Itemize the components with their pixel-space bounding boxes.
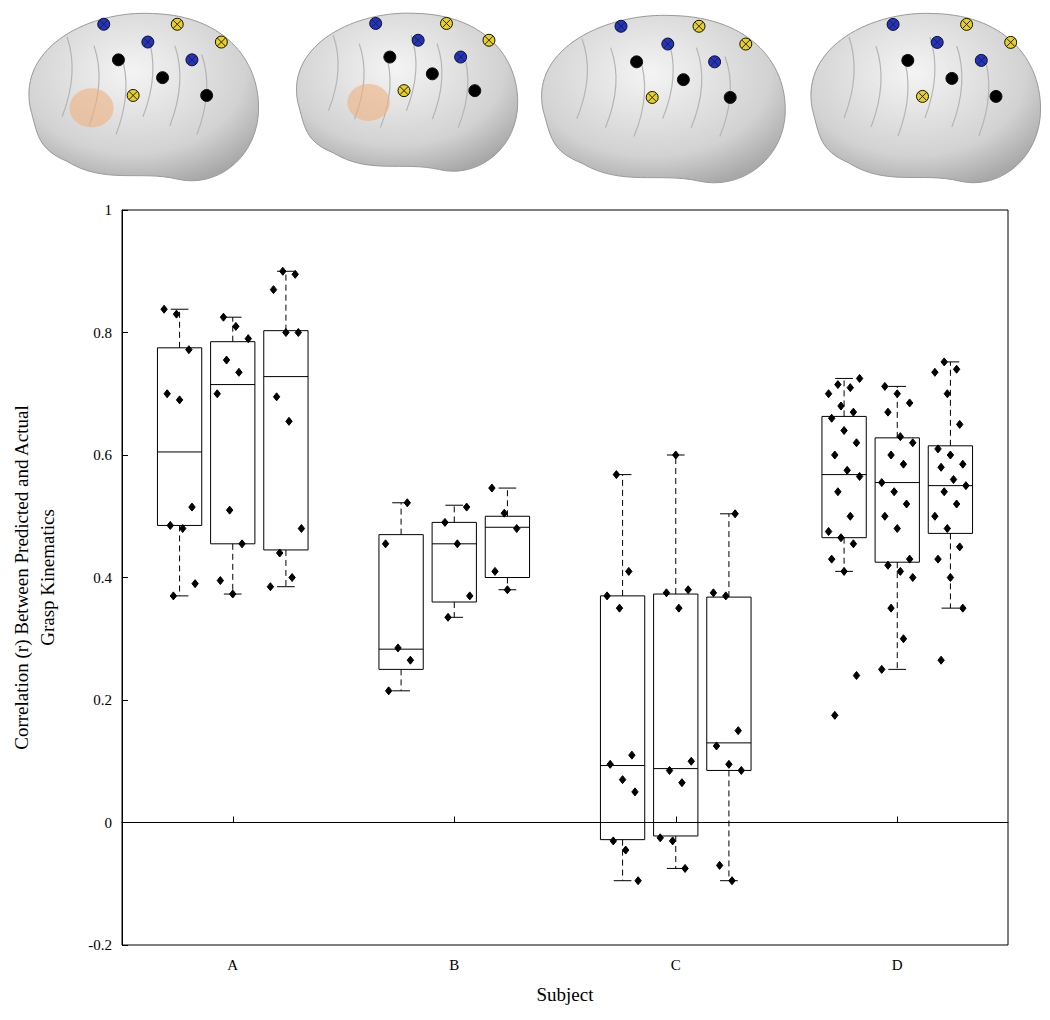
svg-text:0: 0 bbox=[105, 815, 113, 831]
svg-text:D: D bbox=[892, 957, 903, 973]
svg-text:0.6: 0.6 bbox=[93, 447, 112, 463]
svg-text:A: A bbox=[227, 957, 238, 973]
svg-text:Grasp Kinematics: Grasp Kinematics bbox=[37, 509, 58, 646]
svg-text:C: C bbox=[671, 957, 681, 973]
svg-text:Correlation (r) Between Predic: Correlation (r) Between Predicted and Ac… bbox=[11, 405, 33, 750]
svg-text:0.4: 0.4 bbox=[93, 570, 112, 586]
svg-text:Subject: Subject bbox=[537, 984, 595, 1005]
svg-text:B: B bbox=[449, 957, 459, 973]
svg-text:-0.2: -0.2 bbox=[88, 937, 112, 953]
svg-text:0.8: 0.8 bbox=[93, 325, 112, 341]
svg-text:0.2: 0.2 bbox=[93, 692, 112, 708]
svg-text:1: 1 bbox=[105, 202, 113, 218]
